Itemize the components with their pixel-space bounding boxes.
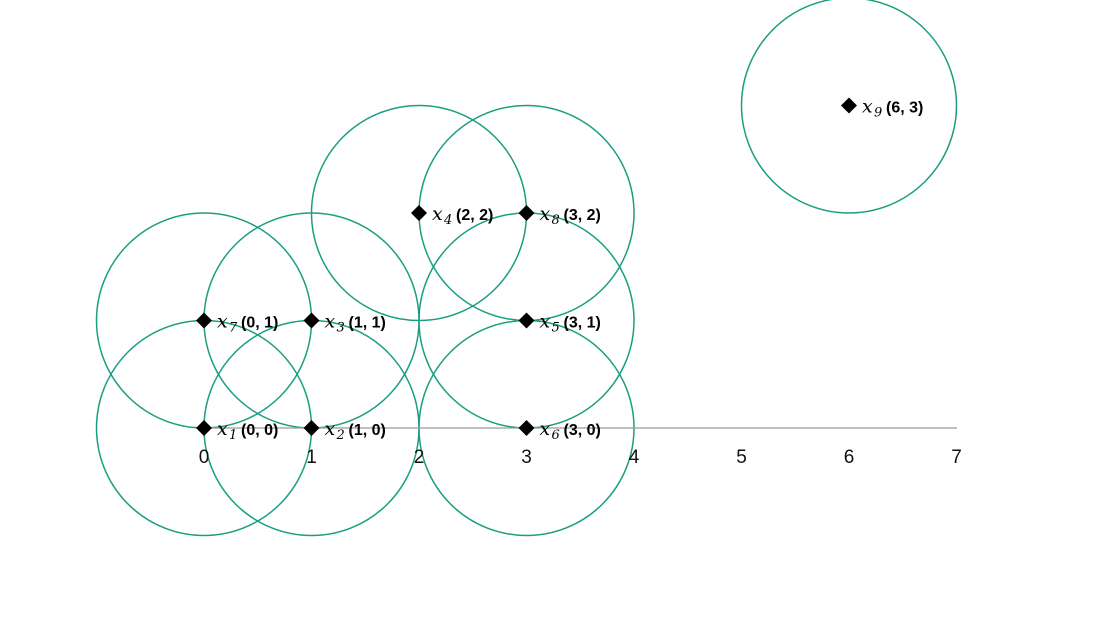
point-name-label: x [217,418,228,440]
point-coord-label: (1, 1) [349,315,386,332]
point-name-label: x [540,203,551,225]
x-tick-label: 0 [199,447,210,468]
points-layer: x 1 (0, 0) x 2 (1, 0)x 3 (1, 1)x 4 (2, 2)x 5 (3, 1)… [196,96,923,443]
point-coord-label: (3, 0) [564,422,601,439]
data-point-x7 [196,312,212,329]
data-point-x8 [518,205,535,221]
x-tick-label: 1 [306,447,317,468]
point-subscript-label: 1 [229,428,237,443]
data-point-x5 [518,312,535,329]
point-subscript-label: 2 [336,428,345,443]
data-point-x1 [196,420,212,436]
point-name-label: x [862,96,873,118]
point-name-label: x [540,418,551,440]
point-coord-label: (6, 3) [886,100,923,117]
point-subscript-label: 9 [874,106,882,121]
data-point-x2 [303,420,320,436]
point-subscript-label: 5 [552,321,560,336]
x-tick-label: 2 [414,447,425,468]
point-coord-label: (0, 1) [241,315,278,332]
x-tick-labels: 0 1 2 3 4 5 6 7 [199,447,962,468]
radius-circle-x9 [740,0,958,214]
point-name-label: x [325,418,336,440]
data-point-x6 [518,420,535,436]
point-subscript-label: 4 [443,213,452,228]
point-coord-label: (0, 0) [241,422,278,439]
point-subscript-label: 6 [552,428,560,443]
x-tick-label: 3 [521,447,532,468]
x-tick-label: 7 [951,447,962,468]
point-name-label: x [217,311,228,333]
x-tick-label: 4 [629,447,640,468]
point-name-label: x [432,203,443,225]
point-coord-label: (3, 1) [564,315,601,332]
point-subscript-label: 8 [552,213,560,228]
point-name-label: x [325,311,336,333]
point-coord-label: (2, 2) [456,207,493,224]
x-tick-label: 5 [736,447,747,468]
x-tick-label: 6 [844,447,855,468]
point-coord-label: (1, 0) [349,422,386,439]
data-point-x9 [841,97,857,114]
point-subscript-label: 7 [229,321,238,336]
point-coord-label: (3, 2) [564,207,601,224]
data-point-x4 [411,205,427,221]
data-point-x3 [303,312,320,329]
point-name-label: x [540,311,551,333]
point-subscript-label: 3 [337,321,345,336]
